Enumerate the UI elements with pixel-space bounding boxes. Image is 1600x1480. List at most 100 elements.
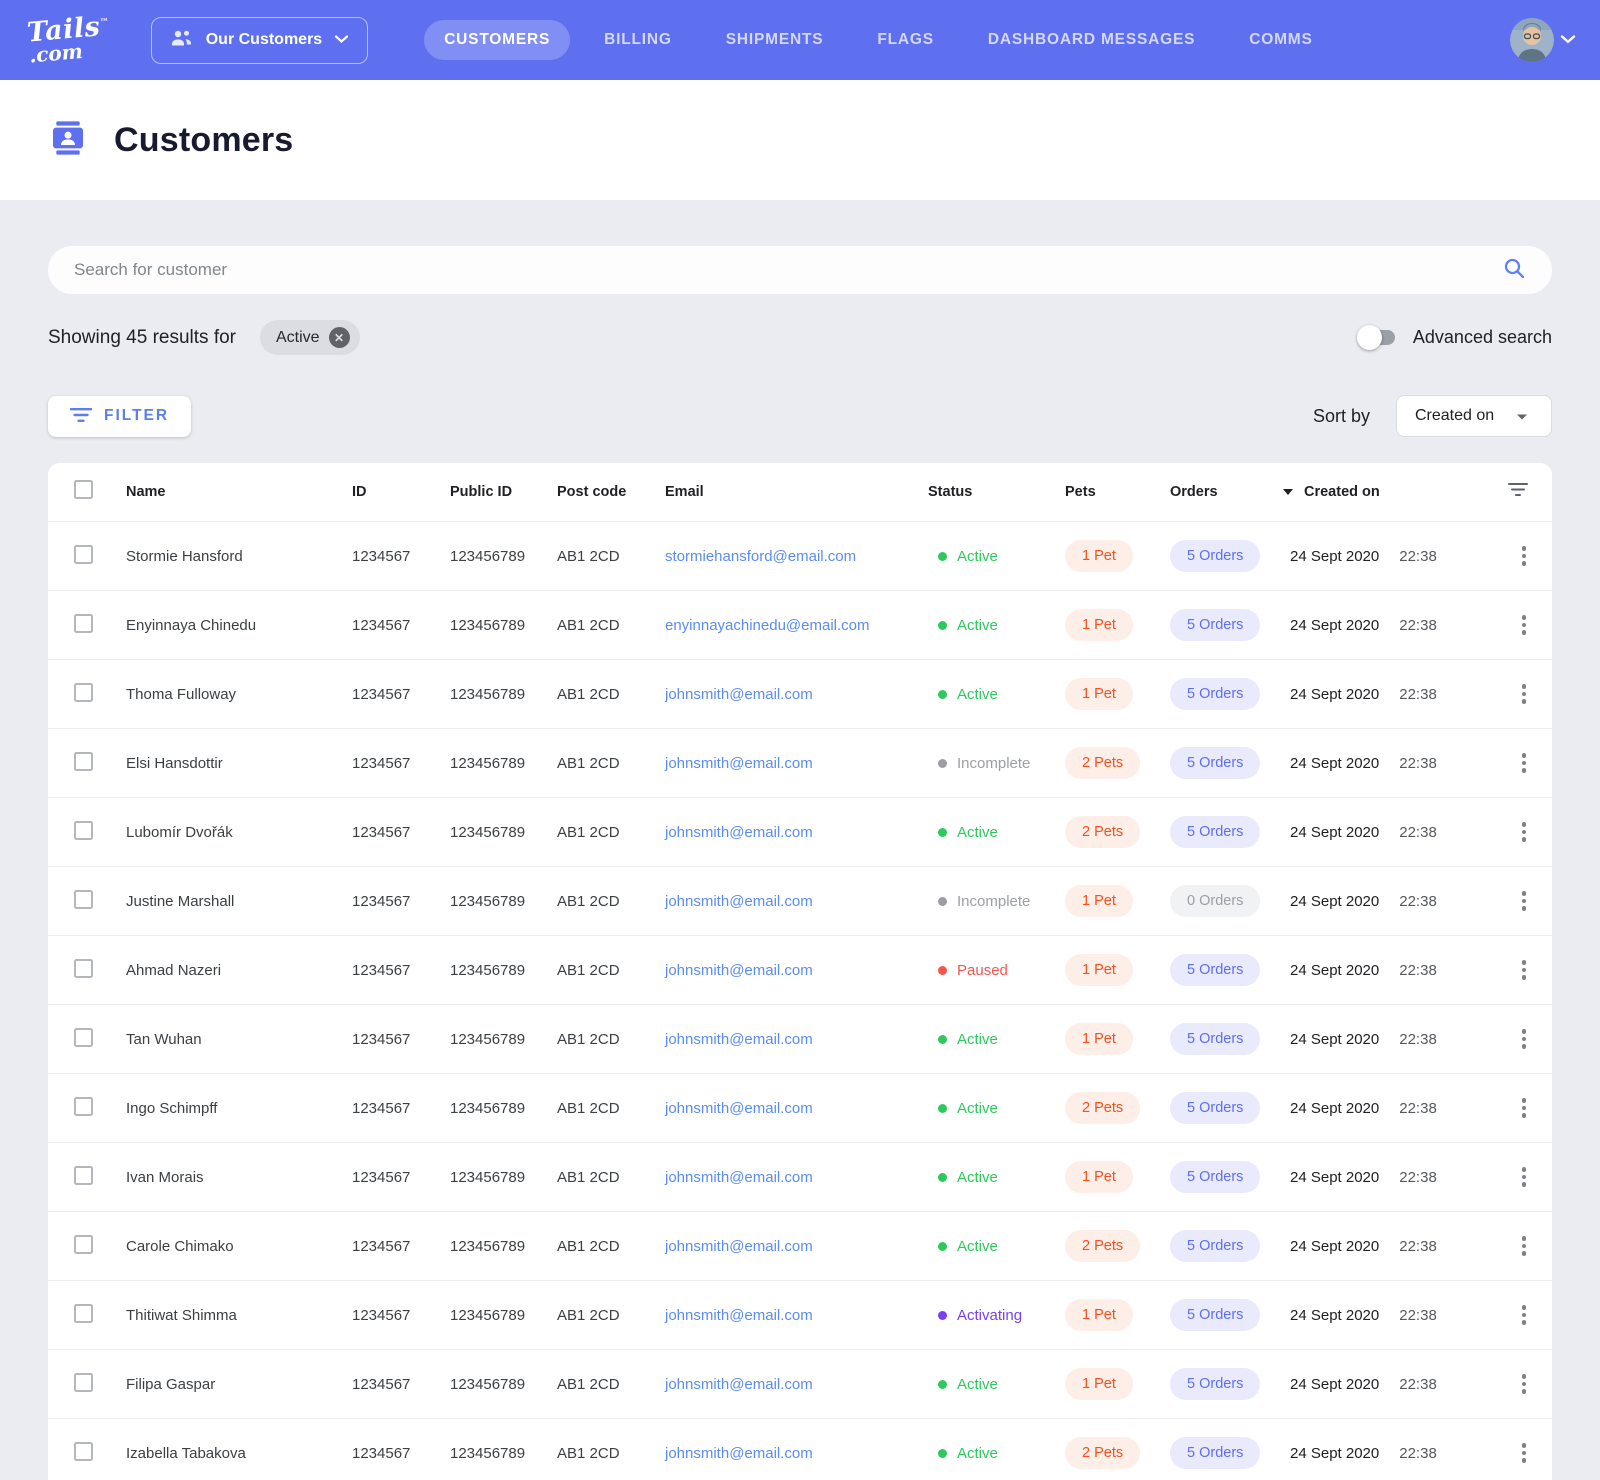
table-row[interactable]: Thoma Fulloway 1234567 123456789 AB1 2CD… (48, 659, 1552, 728)
customer-email-link[interactable]: johnsmith@email.com (665, 1445, 813, 1462)
customer-email-link[interactable]: johnsmith@email.com (665, 1169, 813, 1186)
customer-email-link[interactable]: johnsmith@email.com (665, 1307, 813, 1324)
row-actions-kebab-icon[interactable] (1516, 1161, 1533, 1193)
table-row[interactable]: Thitiwat Shimma 1234567 123456789 AB1 2C… (48, 1280, 1552, 1349)
row-checkbox[interactable] (74, 890, 93, 909)
customer-email-link[interactable]: johnsmith@email.com (665, 962, 813, 979)
row-checkbox[interactable] (74, 1166, 93, 1185)
table-row[interactable]: Ivan Morais 1234567 123456789 AB1 2CD jo… (48, 1142, 1552, 1211)
row-checkbox[interactable] (74, 1235, 93, 1254)
customer-email-link[interactable]: johnsmith@email.com (665, 893, 813, 910)
table-row[interactable]: Izabella Tabakova 1234567 123456789 AB1 … (48, 1418, 1552, 1480)
table-row[interactable]: Elsi Hansdottir 1234567 123456789 AB1 2C… (48, 728, 1552, 797)
customer-name: Carole Chimako (126, 1238, 352, 1255)
pets-badge: 2 Pets (1065, 1092, 1140, 1124)
user-avatar[interactable] (1510, 18, 1554, 62)
customer-email-link[interactable]: johnsmith@email.com (665, 1031, 813, 1048)
remove-chip-icon[interactable]: ✕ (329, 327, 350, 348)
row-actions-kebab-icon[interactable] (1516, 1023, 1533, 1055)
customer-post-code: AB1 2CD (557, 1100, 665, 1117)
row-checkbox[interactable] (74, 752, 93, 771)
customers-table: Name ID Public ID Post code Email Status… (48, 463, 1552, 1480)
customer-post-code: AB1 2CD (557, 893, 665, 910)
customer-email-link[interactable]: stormiehansford@email.com (665, 548, 856, 565)
customer-public-id: 123456789 (450, 1376, 557, 1393)
context-switcher-button[interactable]: Our Customers (151, 17, 368, 64)
status-dot-icon (938, 1242, 947, 1251)
dropdown-caret-icon (1516, 409, 1528, 424)
orders-badge: 5 Orders (1170, 540, 1260, 572)
row-checkbox[interactable] (74, 614, 93, 633)
table-row[interactable]: Stormie Hansford 1234567 123456789 AB1 2… (48, 521, 1552, 590)
tails-logo[interactable]: Tails™ .com (26, 16, 112, 65)
table-row[interactable]: Tan Wuhan 1234567 123456789 AB1 2CD john… (48, 1004, 1552, 1073)
orders-badge: 5 Orders (1170, 1437, 1260, 1469)
nav-item-flags[interactable]: FLAGS (857, 20, 954, 60)
customer-name: Thoma Fulloway (126, 686, 352, 703)
status-badge: Active (928, 1376, 1065, 1393)
search-icon[interactable] (1502, 256, 1526, 285)
search-input[interactable] (74, 260, 1502, 280)
status-dot-icon (938, 621, 947, 630)
row-checkbox[interactable] (74, 1097, 93, 1116)
row-actions-kebab-icon[interactable] (1516, 1368, 1533, 1400)
customer-email-link[interactable]: johnsmith@email.com (665, 686, 813, 703)
customer-email-link[interactable]: johnsmith@email.com (665, 755, 813, 772)
row-actions-kebab-icon[interactable] (1516, 1437, 1533, 1469)
filter-lines-icon (70, 407, 92, 426)
row-checkbox[interactable] (74, 683, 93, 702)
row-actions-kebab-icon[interactable] (1516, 609, 1533, 641)
table-row[interactable]: Justine Marshall 1234567 123456789 AB1 2… (48, 866, 1552, 935)
customer-email-link[interactable]: johnsmith@email.com (665, 1238, 813, 1255)
customer-post-code: AB1 2CD (557, 755, 665, 772)
nav-item-dashboard-messages[interactable]: DASHBOARD MESSAGES (968, 20, 1215, 60)
row-checkbox[interactable] (74, 959, 93, 978)
row-actions-kebab-icon[interactable] (1516, 885, 1533, 917)
row-checkbox[interactable] (74, 821, 93, 840)
row-checkbox[interactable] (74, 545, 93, 564)
customer-public-id: 123456789 (450, 962, 557, 979)
row-actions-kebab-icon[interactable] (1516, 1299, 1533, 1331)
row-actions-kebab-icon[interactable] (1516, 1092, 1533, 1124)
account-chevron-down-icon[interactable] (1560, 31, 1576, 49)
row-checkbox[interactable] (74, 1028, 93, 1047)
table-row[interactable]: Ahmad Nazeri 1234567 123456789 AB1 2CD j… (48, 935, 1552, 1004)
customer-email-link[interactable]: johnsmith@email.com (665, 1100, 813, 1117)
customer-name: Ingo Schimpff (126, 1100, 352, 1117)
results-summary: Showing 45 results for (48, 327, 236, 349)
sort-dropdown[interactable]: Created on (1396, 395, 1552, 437)
row-actions-kebab-icon[interactable] (1516, 747, 1533, 779)
nav-item-customers[interactable]: CUSTOMERS (424, 20, 570, 60)
row-checkbox[interactable] (74, 1304, 93, 1323)
advanced-search-toggle[interactable] (1359, 330, 1395, 345)
table-row[interactable]: Enyinnaya Chinedu 1234567 123456789 AB1 … (48, 590, 1552, 659)
row-checkbox[interactable] (74, 1373, 93, 1392)
active-filter-chip[interactable]: Active ✕ (260, 320, 360, 355)
context-switcher-label: Our Customers (206, 31, 322, 49)
table-row[interactable]: Lubomír Dvořák 1234567 123456789 AB1 2CD… (48, 797, 1552, 866)
customer-email-link[interactable]: johnsmith@email.com (665, 1376, 813, 1393)
customer-name: Ivan Morais (126, 1169, 352, 1186)
column-header-created-on[interactable]: Created on (1282, 484, 1482, 500)
nav-item-shipments[interactable]: SHIPMENTS (706, 20, 844, 60)
filter-button[interactable]: FILTER (48, 396, 191, 437)
table-filter-icon[interactable] (1508, 482, 1532, 502)
row-actions-kebab-icon[interactable] (1516, 1230, 1533, 1262)
table-row[interactable]: Carole Chimako 1234567 123456789 AB1 2CD… (48, 1211, 1552, 1280)
nav-item-comms[interactable]: COMMS (1229, 20, 1332, 60)
customer-name: Filipa Gaspar (126, 1376, 352, 1393)
row-actions-kebab-icon[interactable] (1516, 540, 1533, 572)
nav-item-billing[interactable]: BILLING (584, 20, 692, 60)
row-actions-kebab-icon[interactable] (1516, 954, 1533, 986)
people-icon (170, 29, 194, 52)
select-all-checkbox[interactable] (74, 480, 93, 499)
customer-email-link[interactable]: johnsmith@email.com (665, 824, 813, 841)
row-actions-kebab-icon[interactable] (1516, 816, 1533, 848)
table-row[interactable]: Ingo Schimpff 1234567 123456789 AB1 2CD … (48, 1073, 1552, 1142)
customer-id: 1234567 (352, 1376, 450, 1393)
row-checkbox[interactable] (74, 1442, 93, 1461)
customer-email-link[interactable]: enyinnayachinedu@email.com (665, 617, 870, 634)
row-actions-kebab-icon[interactable] (1516, 678, 1533, 710)
customer-public-id: 123456789 (450, 1445, 557, 1462)
table-row[interactable]: Filipa Gaspar 1234567 123456789 AB1 2CD … (48, 1349, 1552, 1418)
